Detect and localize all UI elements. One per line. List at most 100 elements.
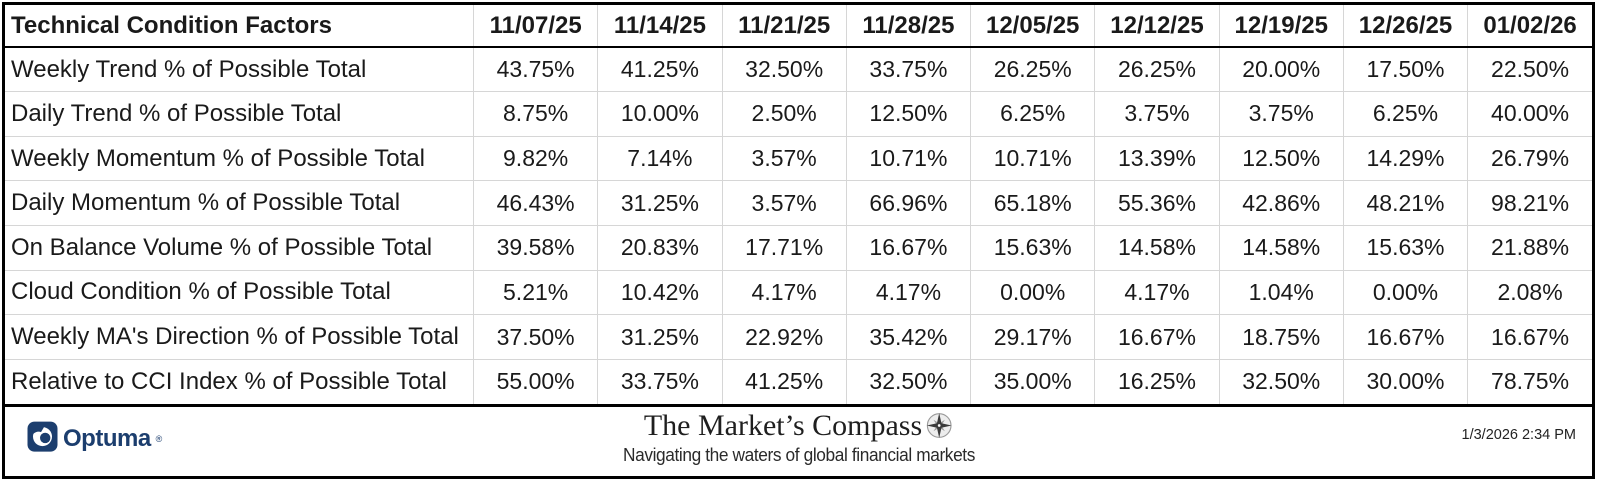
table-row: Cloud Condition % of Possible Total 5.21%… [5, 270, 1592, 316]
value-cell: 4.17% [722, 270, 847, 316]
value-cell: 41.25% [597, 47, 723, 93]
table-body: Weekly Trend % of Possible Total 43.75% 41… [5, 47, 1592, 404]
row-label: On Balance Volume % of Possible Total [5, 225, 474, 271]
value-cell: 16.67% [1343, 314, 1469, 360]
row-label: Weekly Trend % of Possible Total [5, 47, 474, 93]
value-cell: 26.25% [1094, 47, 1220, 93]
value-cell: 31.25% [597, 180, 723, 226]
value-cell: 55.36% [1094, 180, 1220, 226]
value-cell: 16.67% [1467, 314, 1592, 360]
value-cell: 13.39% [1094, 136, 1220, 182]
value-cell: 2.08% [1467, 270, 1592, 316]
row-label: Weekly MA's Direction % of Possible Tota… [5, 314, 474, 360]
optuma-logo-icon [27, 421, 58, 457]
value-cell: 7.14% [597, 136, 723, 182]
row-label: Relative to CCI Index % of Possible Tota… [5, 359, 474, 404]
value-cell: 16.25% [1094, 359, 1220, 404]
value-cell: 20.00% [1219, 47, 1344, 93]
column-header-date: 11/28/25 [846, 5, 972, 48]
value-cell: 3.75% [1219, 91, 1344, 137]
value-cell: 40.00% [1467, 91, 1592, 137]
value-cell: 32.50% [722, 47, 847, 93]
value-cell: 10.71% [846, 136, 972, 182]
value-cell: 78.75% [1491, 368, 1570, 395]
column-header-date: 12/05/25 [970, 5, 1096, 48]
value-cell: 30.00% [1343, 359, 1469, 404]
row-label: Weekly Momentum % of Possible Total [5, 136, 474, 182]
column-header-date: 12/12/25 [1094, 5, 1220, 48]
value-cell: 4.17% [846, 270, 972, 316]
table-row: On Balance Volume % of Possible Total 39.… [5, 225, 1592, 271]
value-cell: 15.63% [970, 225, 1096, 271]
value-cell: 41.25% [722, 359, 847, 404]
value-cell: 0.00% [1343, 270, 1469, 316]
footer-bar: Optuma ® The Market’s Compass Navigating… [5, 404, 1592, 476]
value-cell: 3.57% [722, 180, 847, 226]
value-cell: 43.75% [473, 47, 599, 93]
value-cell: 16.67% [1094, 314, 1220, 360]
table-row: Weekly Trend % of Possible Total 43.75% 41… [5, 47, 1592, 93]
value-cell: 10.71% [970, 136, 1096, 182]
value-cell: 26.79% [1467, 136, 1592, 182]
value-cell: 35.00% [970, 359, 1096, 404]
value-cell: 31.25% [597, 314, 723, 360]
value-cell: 21.88% [1467, 225, 1592, 271]
value-cell: 66.96% [846, 180, 972, 226]
value-cell: 37.50% [473, 314, 599, 360]
column-header-date: 01/02/26 [1467, 5, 1592, 48]
value-cell: 16.67% [846, 225, 972, 271]
value-cell: 9.82% [473, 136, 599, 182]
value-cell: 3.75% [1094, 91, 1220, 137]
value-cell: 12.50% [1219, 136, 1344, 182]
column-header-date: 11/14/25 [597, 5, 723, 48]
value-cell: 14.29% [1343, 136, 1469, 182]
compass-rose-icon [926, 413, 953, 446]
technical-condition-table: Technical Condition Factors 11/07/25 11/1… [5, 5, 1592, 404]
value-cell: 8.75% [473, 91, 599, 137]
value-cell: 35.42% [846, 314, 972, 360]
value-cell: 17.71% [722, 225, 847, 271]
table-row: Daily Momentum % of Possible Total 46.43%… [5, 180, 1592, 226]
registered-mark-icon: ® [155, 433, 163, 444]
value-cell: 5.21% [473, 270, 599, 316]
masthead-title: The Market’s Compass [643, 409, 923, 442]
row-label: Daily Trend % of Possible Total [5, 91, 474, 137]
value-cell: 22.50% [1467, 47, 1592, 93]
value-cell: 46.43% [473, 180, 599, 226]
value-cell: 14.58% [1094, 225, 1220, 271]
value-cell: 39.58% [473, 225, 599, 271]
technical-condition-table-wrap: Technical Condition Factors 11/07/25 11/1… [5, 5, 1592, 404]
report-timestamp: 1/3/2026 2:34 PM [1461, 427, 1576, 443]
value-cell: 6.25% [1343, 91, 1469, 137]
value-cell: 3.57% [722, 136, 847, 182]
value-cell: 10.00% [597, 91, 723, 137]
column-header-date: 12/26/25 [1343, 5, 1469, 48]
value-cell: 17.50% [1343, 47, 1469, 93]
table-row: Relative to CCI Index % of Possible Tota… [5, 359, 1592, 404]
masthead: The Market’s Compass Navigating the wate… [615, 410, 982, 465]
row-label: Daily Momentum % of Possible Total [5, 180, 474, 226]
value-cell: 4.17% [1094, 270, 1220, 316]
value-cell: 20.83% [597, 225, 723, 271]
value-cell: 6.25% [970, 91, 1096, 137]
column-header-date: 12/19/25 [1219, 5, 1344, 48]
value-cell: 42.86% [1219, 180, 1344, 226]
value-cell: 33.75% [597, 359, 723, 404]
value-cell: 33.75% [846, 47, 972, 93]
value-cell: 65.18% [970, 180, 1096, 226]
value-cell: 18.75% [1219, 314, 1344, 360]
optuma-logo: Optuma ® [27, 421, 162, 457]
table-title: Technical Condition Factors [5, 5, 474, 48]
value-cell: 98.21% [1467, 180, 1592, 226]
value-cell: 29.17% [970, 314, 1096, 360]
value-cell: 14.58% [1219, 225, 1344, 271]
value-cell: 32.50% [846, 359, 972, 404]
value-cell: 32.50% [1219, 359, 1344, 404]
value-cell: 2.50% [722, 91, 847, 137]
value-cell: 22.92% [722, 314, 847, 360]
masthead-tagline: Navigating the waters of global financia… [622, 444, 975, 465]
value-cell: 12.50% [846, 91, 972, 137]
table-row: Weekly MA's Direction % of Possible Tota… [5, 314, 1592, 360]
value-cell: 0.00% [970, 270, 1096, 316]
